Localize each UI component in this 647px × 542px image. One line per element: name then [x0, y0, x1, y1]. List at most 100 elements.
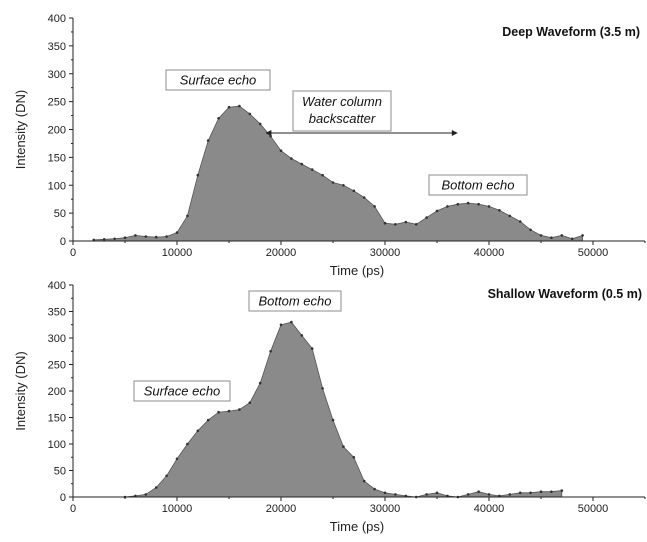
data-point — [550, 490, 553, 494]
data-point — [539, 490, 543, 494]
arrow-head-left — [265, 130, 272, 136]
x-tick-label: 30000 — [370, 247, 401, 259]
data-point — [331, 418, 335, 422]
data-point — [425, 216, 428, 219]
y-tick-label: 150 — [48, 152, 66, 164]
data-point — [102, 238, 106, 241]
y-tick-label: 50 — [54, 466, 66, 478]
x-tick-label: 30000 — [370, 503, 401, 515]
data-point — [290, 157, 293, 160]
data-point — [373, 205, 376, 208]
annotation-box — [248, 290, 342, 312]
data-point — [425, 493, 428, 496]
x-tick-label: 0 — [70, 503, 76, 515]
data-point — [404, 220, 408, 224]
data-point — [362, 479, 366, 483]
data-point — [529, 228, 532, 232]
data-point — [518, 491, 522, 495]
y-tick-label: 250 — [48, 360, 66, 372]
data-point — [498, 209, 501, 212]
data-point — [238, 408, 241, 411]
annotation-label: Surface echo — [180, 73, 257, 88]
y-tick-label: 100 — [48, 180, 66, 192]
data-point — [279, 323, 283, 327]
data-point — [227, 409, 231, 413]
data-point — [154, 235, 158, 239]
y-tick-label: 300 — [48, 69, 66, 81]
data-point — [300, 162, 304, 166]
arrow-head-right — [451, 130, 458, 136]
y-tick-label: 50 — [54, 208, 66, 220]
y-tick-label: 200 — [48, 125, 66, 137]
data-point — [508, 214, 512, 218]
data-point — [435, 491, 439, 495]
annotation: Water column backscatter — [265, 90, 458, 136]
data-point — [186, 442, 189, 446]
data-point — [477, 202, 480, 206]
data-point — [373, 487, 376, 491]
data-point — [144, 235, 148, 238]
x-tick-label: 20000 — [266, 503, 297, 515]
annotation-label: Bottom echo — [442, 178, 515, 193]
data-point — [394, 493, 397, 496]
data-point — [310, 168, 314, 171]
data-point — [269, 350, 272, 353]
annotation-label: Bottom echo — [259, 294, 332, 309]
data-point — [550, 236, 553, 239]
data-point — [456, 202, 460, 206]
y-axis-title: Intensity (DN) — [13, 351, 28, 430]
data-point — [321, 173, 324, 177]
data-point — [352, 456, 356, 459]
data-point — [154, 486, 158, 489]
x-axis-title: Time (ps) — [330, 263, 384, 278]
y-tick-label: 300 — [48, 333, 66, 345]
data-point — [466, 493, 470, 496]
y-tick-label: 150 — [48, 413, 66, 425]
data-point — [487, 493, 491, 496]
data-point — [290, 320, 293, 324]
data-point — [165, 474, 168, 478]
annotation-box — [428, 174, 528, 196]
y-tick-label: 200 — [48, 386, 66, 398]
data-point — [321, 387, 324, 390]
data-point — [279, 149, 283, 152]
x-tick-label: 10000 — [162, 247, 193, 259]
data-point — [581, 234, 584, 237]
data-point — [238, 104, 241, 108]
data-point — [560, 234, 564, 237]
data-point — [383, 221, 387, 225]
data-point — [186, 214, 189, 218]
y-tick-label: 100 — [48, 439, 66, 451]
data-point — [144, 493, 148, 496]
data-point — [196, 429, 200, 433]
annotation-box — [292, 90, 392, 132]
y-axis-title: Intensity (DN) — [13, 90, 28, 169]
data-point — [487, 205, 491, 208]
data-point — [529, 491, 532, 495]
data-point — [331, 181, 335, 184]
data-point — [508, 493, 512, 496]
shallow-waveform-title: Shallow Waveform (0.5 m) — [488, 287, 642, 301]
data-point — [123, 236, 127, 239]
y-tick-label: 400 — [48, 13, 66, 25]
waveform-area — [124, 321, 563, 498]
x-tick-label: 20000 — [266, 247, 297, 259]
deep-waveform-panel: 0 50 100 150 200 250 300 350 400 0 10000 20000 30000… — [13, 13, 646, 278]
annotation: Surface echo — [133, 380, 231, 402]
data-point — [217, 117, 220, 120]
deep-waveform-title: Deep Waveform (3.5 m) — [502, 25, 640, 39]
y-tick-label: 350 — [48, 41, 66, 53]
data-point — [258, 381, 262, 385]
x-tick-label: 40000 — [474, 247, 505, 259]
x-tick-label: 50000 — [578, 247, 609, 259]
data-point — [175, 231, 179, 234]
x-axis-title: Time (ps) — [330, 519, 384, 534]
data-point — [394, 223, 397, 226]
data-point — [342, 445, 345, 448]
annotation: Surface echo — [165, 69, 271, 91]
y-tick-label: 0 — [60, 236, 66, 248]
annotation-label: Surface echo — [144, 384, 221, 399]
annotation-box — [165, 69, 271, 91]
data-point — [466, 201, 470, 205]
